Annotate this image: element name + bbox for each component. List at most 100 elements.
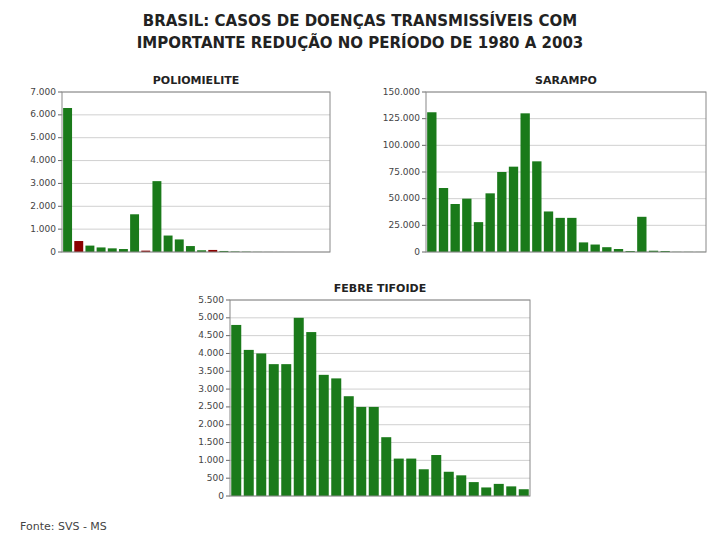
chart-title: FEBRE TIFOIDE — [334, 282, 426, 295]
bar — [544, 211, 553, 252]
bar — [130, 214, 139, 252]
grid-line — [426, 145, 706, 146]
bar — [427, 112, 436, 252]
y-tick — [422, 172, 426, 173]
y-tick-label: 2.000 — [198, 419, 224, 429]
bar — [108, 248, 117, 252]
y-tick — [226, 335, 230, 336]
y-tick — [226, 496, 230, 497]
y-tick — [58, 137, 62, 138]
bar — [462, 199, 471, 252]
y-tick-label: 0 — [414, 247, 420, 257]
y-tick — [226, 406, 230, 407]
y-tick-label: 4.000 — [198, 348, 224, 358]
y-tick-label: 5.000 — [30, 132, 56, 142]
grid-line — [230, 353, 530, 354]
y-tick — [226, 371, 230, 372]
bar — [175, 239, 184, 252]
bar — [567, 218, 576, 252]
y-tick-label: 0 — [50, 247, 56, 257]
y-tick-label: 7.000 — [30, 87, 56, 97]
y-tick-label: 4.500 — [198, 330, 224, 340]
bar — [602, 247, 611, 252]
bars — [231, 318, 529, 496]
chart: 025.00050.00075.000100.000125.000150.000… — [383, 74, 706, 257]
bar — [579, 242, 588, 252]
y-tick-label: 500 — [207, 473, 224, 483]
bar — [344, 396, 354, 496]
bar — [356, 407, 366, 496]
y-tick — [58, 229, 62, 230]
y-tick — [58, 114, 62, 115]
bar — [74, 241, 83, 252]
bar — [481, 487, 491, 496]
bar — [394, 459, 404, 496]
bar — [419, 469, 429, 496]
grid-line — [230, 317, 530, 318]
bar — [456, 475, 466, 496]
bar — [486, 193, 495, 252]
bar — [451, 204, 460, 252]
grid-line — [62, 206, 330, 207]
plot-frame — [426, 92, 706, 252]
bar — [269, 364, 279, 496]
bar — [506, 486, 516, 496]
bar — [521, 113, 530, 252]
bar — [319, 375, 329, 496]
grid-line — [62, 160, 330, 161]
y-tick — [422, 118, 426, 119]
bar — [431, 455, 441, 496]
grid-line — [230, 335, 530, 336]
bar — [444, 472, 454, 496]
bar — [294, 318, 304, 496]
grid-line — [62, 137, 330, 138]
y-tick-label: 125.000 — [383, 113, 420, 123]
y-tick-label: 3.000 — [30, 178, 56, 188]
bar — [494, 484, 504, 496]
grid-line — [62, 183, 330, 184]
y-tick — [58, 183, 62, 184]
y-tick — [226, 353, 230, 354]
y-tick — [226, 424, 230, 425]
bar — [152, 181, 161, 252]
figure: BRASIL: CASOS DE DOENÇAS TRANSMISSÍVEIS … — [0, 0, 720, 540]
grid-line — [62, 229, 330, 230]
y-tick-label: 1.000 — [30, 224, 56, 234]
bar — [469, 482, 479, 496]
y-tick — [422, 198, 426, 199]
grid-line — [62, 114, 330, 115]
bar — [244, 350, 254, 496]
y-tick-label: 100.000 — [383, 140, 420, 150]
bar — [637, 217, 646, 252]
y-tick — [226, 442, 230, 443]
y-tick — [226, 478, 230, 479]
y-tick-label: 1.000 — [198, 455, 224, 465]
y-tick-label: 75.000 — [389, 167, 421, 177]
bar — [231, 325, 241, 496]
y-tick — [226, 460, 230, 461]
bar — [556, 218, 565, 252]
bar — [369, 407, 379, 496]
y-tick-label: 3.500 — [198, 366, 224, 376]
y-tick-label: 0 — [218, 491, 224, 501]
bar — [439, 188, 448, 252]
bar — [497, 172, 506, 252]
y-tick — [58, 92, 62, 93]
bars — [63, 108, 295, 252]
plot-frame — [62, 92, 330, 252]
grid-line — [426, 118, 706, 119]
bar — [306, 332, 316, 496]
bar — [164, 236, 173, 252]
source-note: Fonte: SVS - MS — [20, 520, 107, 533]
chart-title: SARAMPO — [535, 74, 597, 87]
chart: 01.0002.0003.0004.0005.0006.0007.000POLI… — [30, 74, 330, 257]
subtitle: IMPORTANTE REDUÇÃO NO PERÍODO DE 1980 A … — [137, 33, 584, 52]
bar — [519, 489, 529, 496]
background — [0, 0, 720, 540]
y-tick-label: 6.000 — [30, 109, 56, 119]
y-tick — [226, 317, 230, 318]
y-tick-label: 4.000 — [30, 155, 56, 165]
y-tick — [422, 225, 426, 226]
y-tick-label: 2.500 — [198, 401, 224, 411]
bars — [427, 112, 705, 252]
